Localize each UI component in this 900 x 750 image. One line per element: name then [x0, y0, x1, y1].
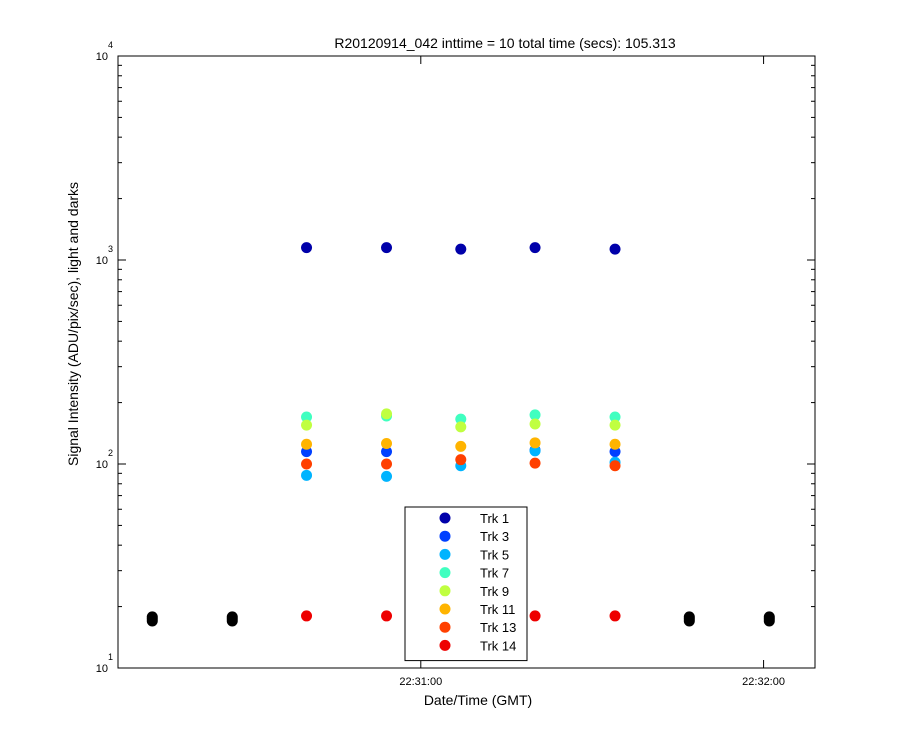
data-point: [609, 438, 621, 450]
data-point: [381, 458, 393, 470]
legend-marker: [439, 585, 451, 597]
legend-marker: [439, 567, 451, 579]
y-tick-label: 10: [96, 663, 108, 675]
y-tick-exponent: 4: [108, 40, 113, 50]
x-tick-label: 22:32:00: [742, 676, 785, 688]
data-point: [529, 409, 541, 421]
legend-marker: [439, 639, 451, 651]
legend-label: Trk 9: [480, 584, 509, 599]
dark-point: [763, 615, 775, 627]
data-point: [301, 469, 313, 481]
y-tick-label: 10: [96, 459, 108, 471]
data-point: [529, 418, 541, 430]
dark-point: [683, 615, 695, 627]
x-tick-label: 22:31:00: [399, 676, 442, 688]
legend-marker: [439, 621, 451, 633]
chart-title: R20120914_042 inttime = 10 total time (s…: [334, 35, 675, 51]
data-point: [301, 458, 313, 470]
x-axis-label: Date/Time (GMT): [424, 692, 532, 708]
data-point: [529, 242, 541, 254]
legend-marker: [439, 512, 451, 524]
legend-label: Trk 3: [480, 529, 509, 544]
y-tick-label: 10: [96, 255, 108, 267]
legend-label: Trk 5: [480, 547, 509, 562]
data-point: [381, 446, 393, 458]
data-point: [609, 419, 621, 431]
legend: Trk 1 Trk 3 Trk 5 Trk 7 Trk 9 Trk 11 Trk 13 Trk…: [404, 506, 528, 662]
legend-label: Trk 11: [480, 602, 515, 617]
y-tick-exponent: 2: [108, 448, 113, 458]
data-marks: [146, 242, 775, 627]
data-point: [455, 440, 467, 452]
legend-marker: [439, 603, 451, 615]
data-point: [381, 438, 393, 450]
data-point: [381, 610, 393, 622]
data-point: [301, 438, 313, 450]
data-point: [529, 437, 541, 449]
data-point: [529, 445, 541, 457]
data-point: [455, 413, 467, 425]
data-point: [609, 460, 621, 472]
y-axis-label: Signal Intensity (ADU/pix/sec), light an…: [65, 182, 81, 466]
y-tick-label: 10: [96, 51, 108, 63]
data-point: [301, 610, 313, 622]
legend-label: Trk 13: [480, 620, 516, 635]
data-point: [455, 243, 467, 255]
y-tick-exponent: 3: [108, 244, 113, 254]
legend-marker: [439, 530, 451, 542]
data-point: [301, 411, 313, 423]
legend-label: Trk 1: [480, 511, 509, 526]
data-point: [609, 411, 621, 423]
data-point: [529, 457, 541, 469]
data-point: [455, 421, 467, 433]
dark-point: [226, 615, 238, 627]
data-point: [529, 610, 541, 622]
data-point: [301, 242, 313, 254]
data-point: [381, 470, 393, 482]
y-tick-exponent: 1: [108, 652, 113, 662]
data-point: [609, 243, 621, 255]
data-point: [301, 419, 313, 431]
data-point: [381, 242, 393, 254]
legend-label: Trk 7: [480, 566, 509, 581]
legend-label: Trk 14: [480, 638, 516, 653]
legend-box: [404, 506, 528, 662]
data-point: [455, 454, 467, 466]
dark-point: [146, 615, 158, 627]
legend-marker: [439, 548, 451, 560]
data-point: [609, 610, 621, 622]
data-point: [381, 408, 393, 420]
